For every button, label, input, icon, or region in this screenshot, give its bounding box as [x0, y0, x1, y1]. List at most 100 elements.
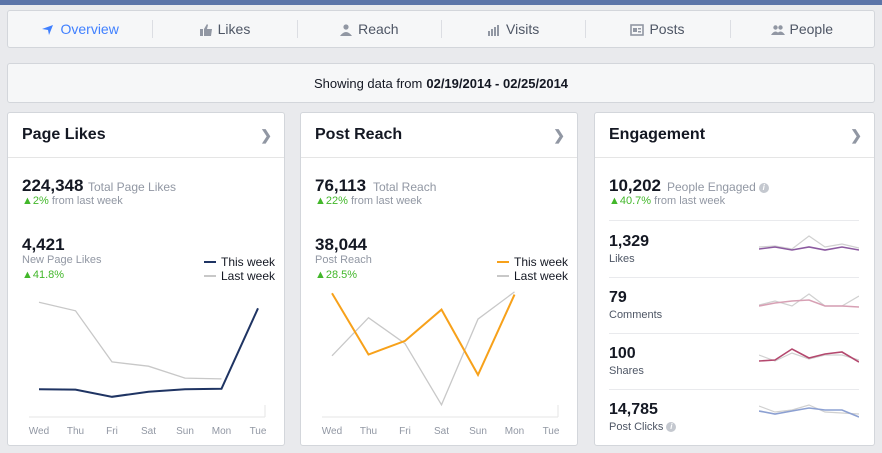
legend-swatch	[204, 275, 216, 277]
divider	[609, 220, 859, 221]
post-reach-header[interactable]: Post Reach ❯	[301, 113, 577, 158]
page-likes-x-tick-label: Fri	[106, 426, 118, 437]
tab-visits-label: Visits	[506, 21, 540, 37]
post-clicks-label: Post Clicks i	[609, 421, 677, 433]
engagement-row-shares: 100 Shares	[609, 345, 859, 395]
engagement-header[interactable]: Engagement ❯	[595, 113, 874, 158]
post-reach-chart: Wed Thu Fri Sat Sun Mon Tue	[322, 291, 560, 437]
tab-overview[interactable]: Overview	[8, 11, 152, 47]
total-page-likes-change: ▲2% from last week	[22, 195, 123, 207]
divider	[609, 277, 859, 278]
page-likes-header[interactable]: Page Likes ❯	[8, 113, 284, 158]
legend-last-week: Last week	[497, 269, 568, 283]
up-arrow-icon: ▲	[315, 195, 326, 207]
engagement-row-likes: 1,329 Likes	[609, 233, 859, 283]
people-icon	[339, 23, 353, 36]
divider	[609, 333, 859, 334]
people-engaged-label: People Engaged i	[667, 180, 769, 194]
engagement-card: Engagement ❯ 10,202 People Engaged i ▲40.…	[594, 112, 875, 446]
engagement-title: Engagement	[609, 126, 706, 143]
people-engaged-value: 10,202	[609, 176, 661, 195]
post-reach-series-last-week	[331, 291, 515, 407]
people-engaged-change: ▲40.7% from last week	[609, 195, 726, 207]
up-arrow-icon: ▲	[22, 195, 33, 207]
page-likes-x-tick-label: Wed	[29, 426, 49, 437]
up-arrow-icon: ▲	[22, 269, 33, 281]
comments-value: 79	[609, 289, 627, 306]
date-range-prefix: Showing data from	[313, 75, 423, 91]
comments-sparkline	[759, 293, 859, 308]
thumbs-up-icon	[199, 23, 213, 36]
post-reach-x-tick-label: Tue	[543, 426, 560, 437]
tab-likes[interactable]: Likes	[152, 11, 296, 47]
chevron-right-icon[interactable]: ❯	[553, 126, 565, 143]
shares-value: 100	[609, 345, 636, 362]
post-reach-x-tick-label: Sat	[434, 426, 449, 437]
chevron-right-icon[interactable]: ❯	[850, 126, 862, 143]
post-reach-legend: This week Last week	[497, 255, 568, 283]
page-likes-chart: Wed Thu Fri Sat Sun Mon Tue	[29, 301, 267, 437]
page-likes-series-this-week	[38, 307, 259, 398]
new-page-likes-value: 4,421	[22, 235, 65, 254]
divider	[609, 389, 859, 390]
tab-likes-label: Likes	[217, 21, 251, 37]
page-likes-x-tick-label: Tue	[250, 426, 267, 437]
post-reach-label: Post Reach	[315, 254, 372, 266]
page-likes-title: Page Likes	[22, 126, 106, 143]
legend-this-week: This week	[204, 255, 275, 269]
new-page-likes-label: New Page Likes	[22, 254, 102, 266]
post-clicks-value: 14,785	[609, 401, 658, 418]
post-reach-x-tick-label: Thu	[360, 426, 377, 437]
legend-last-week: Last week	[204, 269, 275, 283]
post-reach-x-tick-label: Mon	[505, 426, 524, 437]
tab-people[interactable]: People	[729, 11, 874, 47]
comments-label: Comments	[609, 309, 663, 321]
page-likes-x-tick-label: Mon	[212, 426, 231, 437]
insights-tab-bar: Overview Likes Reach Visits Posts People	[7, 10, 875, 48]
page-likes-x-tick-label: Sat	[141, 426, 156, 437]
post-reach-card: Post Reach ❯ 76,113 Total Reach ▲22% fro…	[300, 112, 578, 446]
up-arrow-icon: ▲	[315, 269, 326, 281]
shares-label: Shares	[609, 365, 644, 377]
likes-label: Likes	[609, 253, 635, 265]
legend-swatch	[497, 261, 509, 263]
tab-reach[interactable]: Reach	[296, 11, 441, 47]
tab-posts[interactable]: Posts	[585, 11, 729, 47]
tab-reach-label: Reach	[358, 21, 399, 37]
tab-posts-label: Posts	[649, 21, 685, 37]
legend-swatch	[204, 261, 216, 263]
post-reach-x-tick-label: Sun	[469, 426, 487, 437]
top-strip	[0, 0, 882, 5]
page-likes-legend: This week Last week	[204, 255, 275, 283]
total-reach-value: 76,113	[315, 176, 367, 195]
posts-icon	[630, 23, 645, 36]
total-reach-change: ▲22% from last week	[315, 195, 422, 207]
likes-value: 1,329	[609, 233, 650, 250]
post-reach-x-tick-label: Wed	[322, 426, 342, 437]
engagement-row-comments: 79 Comments	[609, 289, 859, 339]
info-icon[interactable]: i	[758, 183, 769, 193]
total-page-likes-value: 224,348	[22, 176, 84, 195]
page-likes-x-tick-label: Thu	[67, 426, 84, 437]
page-likes-series-last-week	[38, 301, 222, 380]
post-reach-x-tick-label: Fri	[399, 426, 411, 437]
info-icon[interactable]: i	[666, 422, 677, 432]
post-reach-title: Post Reach	[315, 126, 403, 143]
legend-swatch	[497, 275, 509, 277]
total-page-likes-label: Total Page Likes	[88, 180, 177, 194]
chevron-right-icon[interactable]: ❯	[260, 126, 272, 143]
shares-sparkline	[759, 348, 859, 363]
tab-visits[interactable]: Visits	[440, 11, 585, 47]
page-likes-x-tick-label: Sun	[176, 426, 194, 437]
tab-people-label: People	[789, 21, 834, 37]
total-reach-label: Total Reach	[373, 180, 437, 194]
overview-icon	[41, 23, 55, 35]
likes-sparkline	[759, 235, 859, 251]
post-clicks-sparkline	[759, 404, 859, 418]
tab-overview-label: Overview	[60, 21, 119, 37]
legend-this-week: This week	[497, 255, 568, 269]
post-reach-series-this-week	[331, 292, 516, 378]
page-likes-card: Page Likes ❯ 224,348 Total Page Likes ▲2…	[7, 112, 285, 446]
post-reach-value: 38,044	[315, 235, 367, 254]
new-page-likes-change: ▲41.8%	[22, 269, 65, 281]
